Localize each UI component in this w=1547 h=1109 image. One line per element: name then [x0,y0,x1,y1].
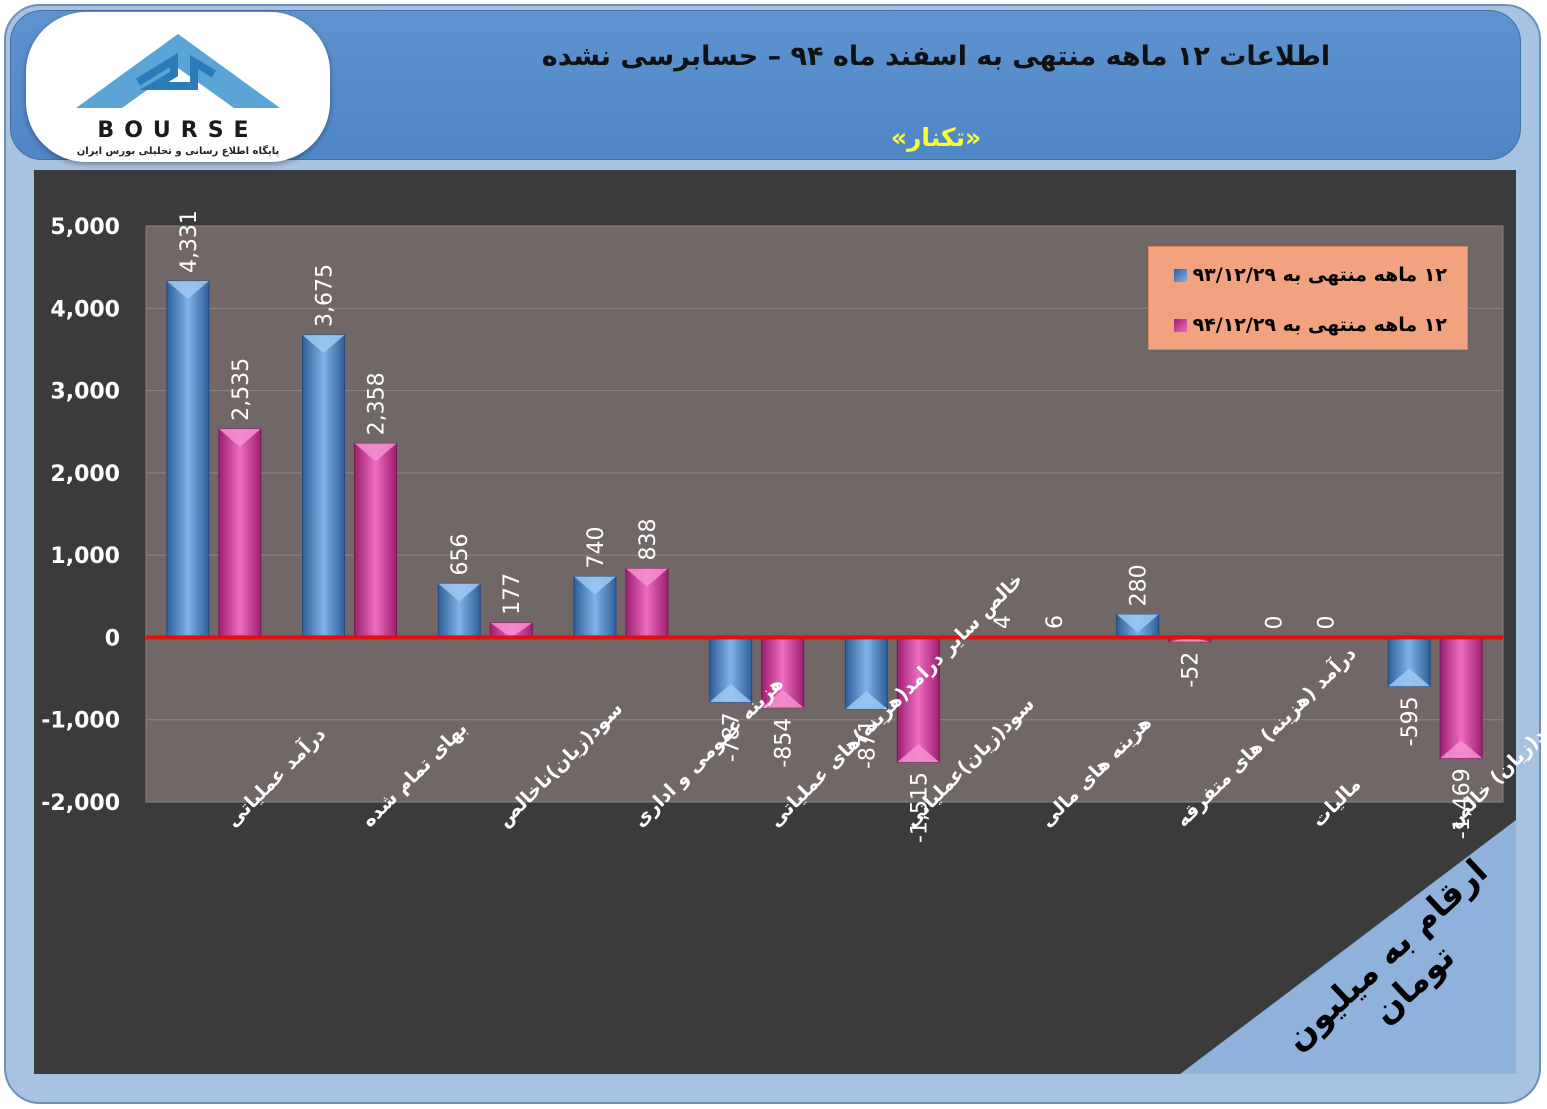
logo-name: BOURSE [97,118,259,143]
value-label: 280 [1127,564,1152,606]
logo-tagline: پایگاه اطلاع رسانی و تحلیلی بورس ایران [76,146,280,157]
value-label: 4,331 [177,210,202,273]
value-label: 177 [500,573,525,615]
bar-bevel [709,684,752,703]
value-label: -595 [1398,696,1423,746]
value-label: -787 [720,712,745,762]
bar-bevel [354,443,397,462]
value-label: 0 [1262,615,1287,629]
legend-swatch-pink [1173,318,1187,332]
bar-bevel [761,689,804,708]
value-label: -854 [772,718,797,768]
y-tick-label: 1,000 [50,544,120,569]
bar-pink-9 [1439,636,1483,759]
legend-swatch-blue [1173,268,1187,282]
bar-bevel [1116,614,1159,633]
value-label: 656 [448,533,473,575]
y-tick-label: 4,000 [50,297,120,322]
bar-bevel [1388,668,1431,687]
value-label: 2,358 [365,372,390,435]
logo-mark-icon [76,34,280,108]
y-tick-label: 3,000 [50,380,120,405]
y-tick-label: 0 [105,626,120,651]
company-name: «تکنار» [890,123,982,152]
value-label: 740 [584,527,609,569]
y-tick-label: -2,000 [41,791,120,816]
y-tick-label: -1,000 [41,709,120,734]
chart-legend: ۱۲ ماهه منتهی به ۹۳/۱۲/۲۹ ۱۲ ماهه منتهی … [1148,246,1468,350]
value-label: -1,469 [1450,768,1475,839]
value-label: 4 [991,615,1016,629]
bar-bevel [897,744,940,763]
bar-bevel [573,576,616,595]
bar-bevel [1168,637,1211,642]
value-label: 6 [1043,615,1068,629]
bar-bevel [438,583,481,602]
bar-blue-1 [302,334,346,638]
value-label: 0 [1314,615,1339,629]
value-label: -871 [855,719,880,769]
value-label: 2,535 [229,358,254,421]
bar-bevel [1440,740,1483,759]
legend-label-1394: ۱۲ ماهه منتهی به ۹۴/۱۲/۲۹ [1192,314,1447,336]
bar-bevel [218,428,261,447]
bar-bevel [302,335,345,354]
bar-bevel [845,691,888,710]
bar-pink-1 [354,442,398,638]
value-label: -1,515 [907,772,932,843]
bar-bevel [490,622,533,638]
y-tick-label: 2,000 [50,462,120,487]
legend-item-1394: ۱۲ ماهه منتهی به ۹۴/۱۲/۲۹ [1173,311,1447,339]
bourse-logo: BOURSE پایگاه اطلاع رسانی و تحلیلی بورس … [26,12,330,162]
value-label: 838 [636,518,661,560]
legend-label-1393: ۱۲ ماهه منتهی به ۹۳/۱۲/۲۹ [1192,264,1447,286]
y-tick-label: 5,000 [50,215,120,240]
value-label: 3,675 [313,264,338,327]
legend-item-1393: ۱۲ ماهه منتهی به ۹۳/۱۲/۲۹ [1173,261,1447,289]
page-title: اطلاعات ۱۲ ماهه منتهی به اسفند ماه ۹۴ – … [541,41,1331,72]
value-label: -52 [1179,652,1204,688]
bar-pink-0 [218,428,262,638]
bar-bevel [625,568,668,587]
bar-bevel [166,281,209,300]
bar-blue-0 [166,280,210,638]
